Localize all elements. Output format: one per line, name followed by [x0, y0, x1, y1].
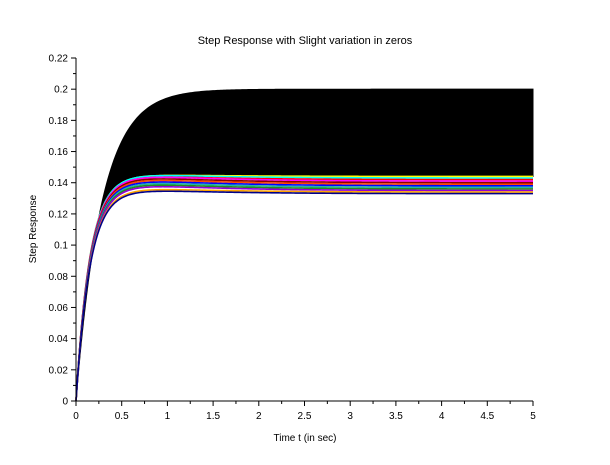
series-line-3: [75, 176, 533, 402]
series-line-1: [75, 174, 533, 402]
series-line-4: [75, 176, 533, 402]
series-line-6: [75, 179, 533, 402]
axes-layer: 0 0.5 1 1.5 2 2.5 3 3.5 4 4.5 5 0 0.02 0.04 0.06 0.08 0.…: [49, 54, 537, 423]
y-tick-label: 0.1: [54, 241, 68, 252]
series-line-9: [75, 184, 533, 402]
y-axis-label: Step Response: [28, 194, 39, 263]
y-tick-label: 0.16: [49, 147, 69, 158]
y-tick-label: 0.12: [49, 209, 69, 220]
series-line-5: [75, 178, 533, 402]
series-line-10: [75, 185, 533, 402]
y-tick-label: 0.22: [49, 54, 69, 65]
x-tick-label: 2.5: [298, 411, 312, 422]
response-band: [75, 88, 534, 402]
y-tick-label: 0.08: [49, 272, 69, 283]
y-tick-label: 0.14: [49, 178, 69, 189]
series-line-12: [75, 190, 533, 402]
x-tick-label: 4.5: [480, 411, 494, 422]
y-tick-label: 0.04: [49, 334, 69, 345]
y-tick-label: 0: [62, 397, 68, 408]
x-axis-label: Time t (in sec): [274, 433, 337, 444]
x-tick-label: 0: [73, 411, 79, 422]
x-tick-label: 1.5: [206, 411, 220, 422]
x-tick-label: 3: [347, 411, 353, 422]
x-tick-label: 1: [165, 411, 171, 422]
chart-title: Step Response with Slight variation in z…: [198, 35, 413, 47]
y-tick-label: 0.2: [54, 85, 68, 96]
series-line-8: [75, 182, 533, 402]
x-tick-label: 3.5: [389, 411, 403, 422]
y-tick-label: 0.18: [49, 116, 69, 127]
x-tick-label: 2: [256, 411, 262, 422]
y-tick-label: 0.02: [49, 365, 69, 376]
x-tick-label: 4: [439, 411, 445, 422]
response-series-layer: [75, 174, 533, 402]
x-tick-label: 0.5: [115, 411, 129, 422]
response-band-layer: [75, 88, 534, 402]
series-line-11: [75, 188, 533, 402]
y-tick-label: 0.06: [49, 303, 69, 314]
series-line-2: [75, 174, 533, 402]
x-tick-label: 5: [530, 411, 536, 422]
series-line-7: [75, 181, 533, 402]
